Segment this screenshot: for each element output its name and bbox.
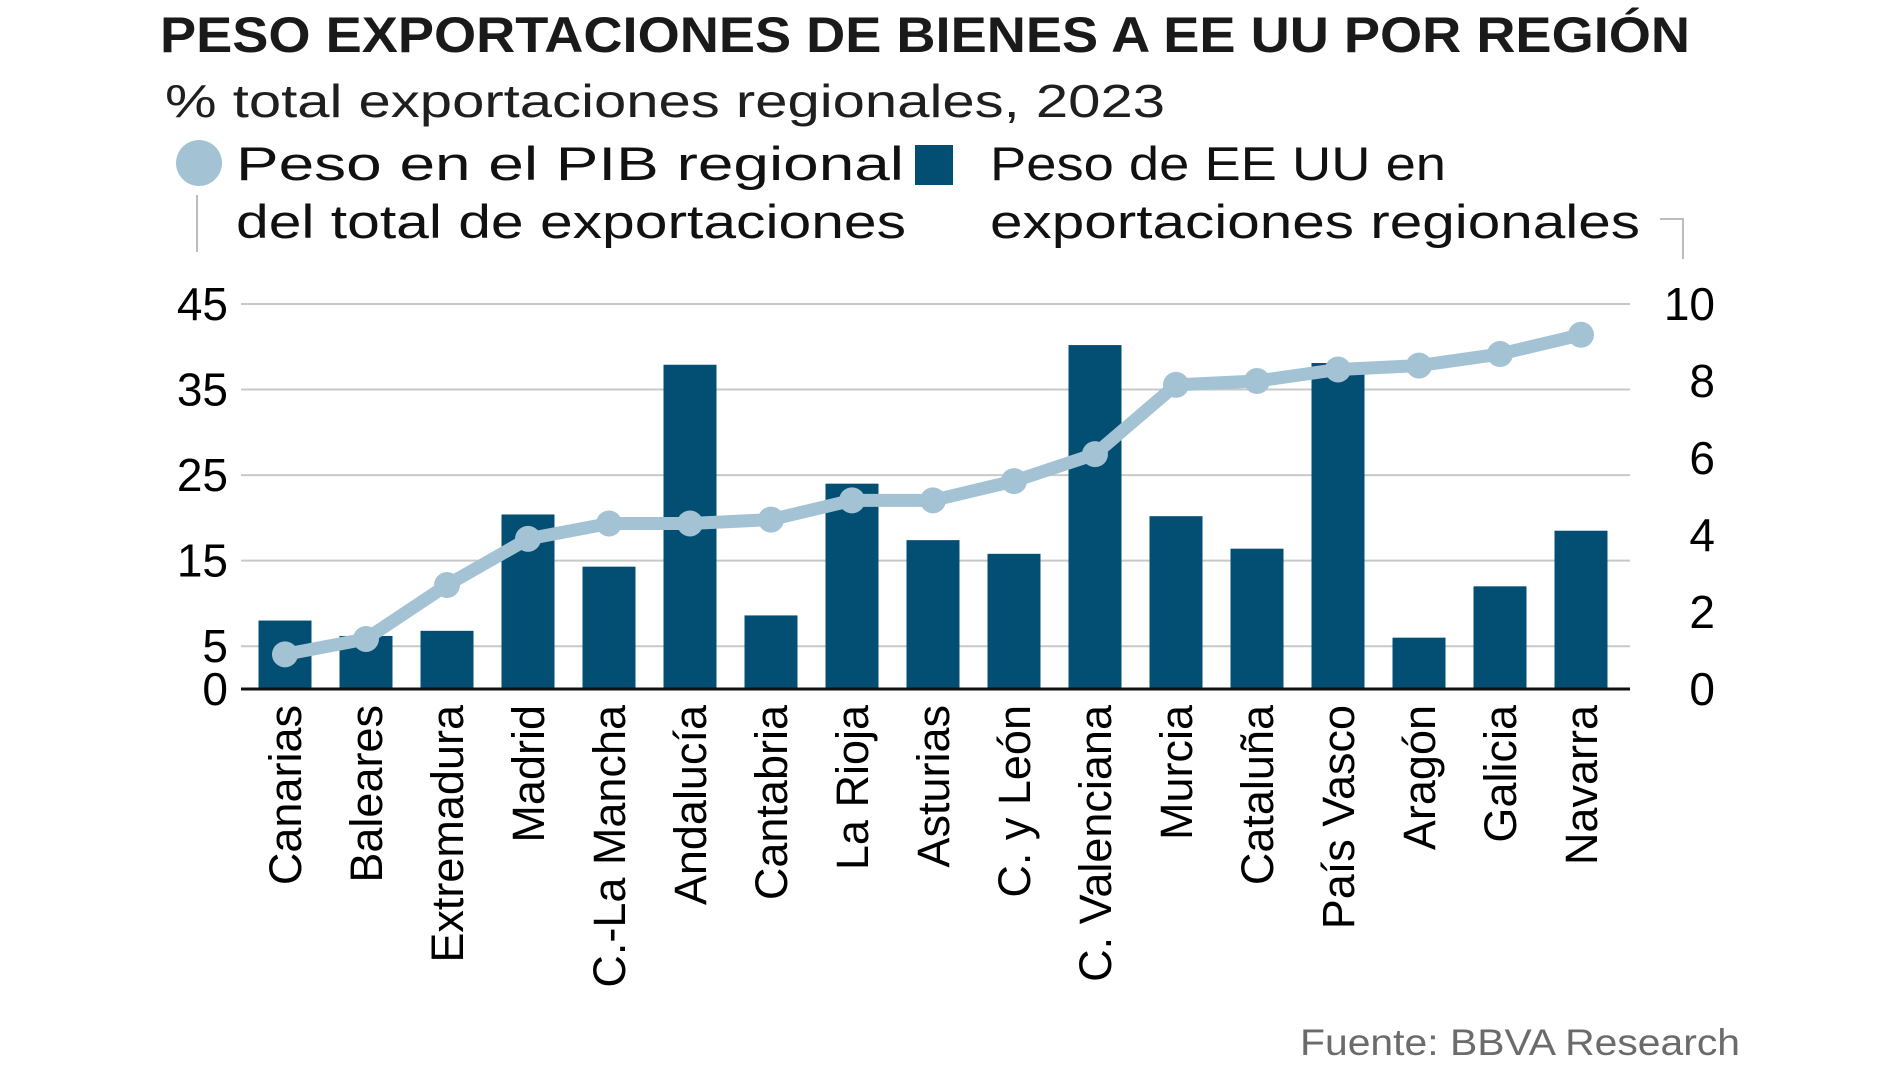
bar xyxy=(825,483,879,689)
left-axis-tick-label: 25 xyxy=(177,449,228,501)
bar xyxy=(1230,548,1284,689)
line-point xyxy=(434,572,460,599)
bar xyxy=(582,566,636,689)
category-label: Extremadura xyxy=(422,704,473,963)
left-axis-tick-label: 35 xyxy=(177,364,228,416)
bar xyxy=(1068,345,1122,689)
category-label: Canarias xyxy=(260,705,311,885)
left-axis-ticks: 05 15 25 35 45 xyxy=(177,278,228,715)
chart-subtitle: % total exportaciones regionales, 2023 xyxy=(165,75,1165,127)
bar xyxy=(1554,530,1608,689)
left-axis-tick-label: 0 xyxy=(202,663,228,715)
line-series xyxy=(272,321,1594,668)
line-point xyxy=(1487,341,1513,368)
line-point xyxy=(353,625,379,652)
bar-series xyxy=(258,345,1608,689)
line-point xyxy=(1001,468,1027,495)
bar xyxy=(420,630,474,689)
legend-circle-icon xyxy=(176,140,222,186)
category-label: C. Valenciana xyxy=(1070,704,1121,982)
line-point xyxy=(596,510,622,537)
legend-label-line-1: Peso en el PIB regional xyxy=(236,137,904,190)
line-point xyxy=(920,487,946,514)
legend-label-line-2: del total de exportaciones xyxy=(236,195,906,248)
right-axis-ticks: 0 2 4 6 8 10 xyxy=(1664,278,1715,715)
legend-item-line: Peso en el PIB regional del total de exp… xyxy=(176,137,906,252)
category-label: Galicia xyxy=(1475,704,1526,843)
category-label: Andalucía xyxy=(665,704,716,905)
line-point xyxy=(1244,368,1270,394)
category-label: Baleares xyxy=(341,705,392,883)
line-point xyxy=(758,506,784,533)
right-axis-tick-label: 2 xyxy=(1689,586,1715,638)
left-axis-tick-label: 5 xyxy=(202,620,228,672)
line-point xyxy=(1325,356,1351,383)
legend-leader-line-right xyxy=(1660,218,1684,259)
bar xyxy=(906,540,960,689)
line-point xyxy=(1406,352,1432,379)
x-axis-labels: Canarias Baleares Extremadura Madrid C.-La M… xyxy=(260,704,1607,988)
category-label: País Vasco xyxy=(1313,705,1364,929)
legend-square-icon xyxy=(915,145,953,185)
right-axis-tick-label: 10 xyxy=(1664,278,1715,330)
category-label: C. y León xyxy=(989,705,1040,898)
legend-label-bar-1: Peso de EE UU en xyxy=(990,137,1446,190)
right-axis-tick-label: 4 xyxy=(1689,509,1715,561)
right-axis-tick-label: 0 xyxy=(1689,663,1715,715)
category-label: Navarra xyxy=(1556,704,1607,865)
bar xyxy=(987,553,1041,689)
right-axis-tick-label: 6 xyxy=(1689,432,1715,484)
left-axis-tick-label: 45 xyxy=(177,278,228,330)
line-point xyxy=(1082,441,1108,468)
bar xyxy=(1473,586,1527,689)
line-point xyxy=(515,525,541,552)
category-label: C.-La Mancha xyxy=(584,704,635,988)
legend-label-bar-2: exportaciones regionales xyxy=(990,195,1640,248)
source-note: Fuente: BBVA Research xyxy=(1300,1022,1740,1063)
category-label: Cantabria xyxy=(746,704,797,900)
category-label: Madrid xyxy=(503,705,554,843)
legend-item-bar: Peso de EE UU en exportaciones regionale… xyxy=(915,137,1684,259)
bar xyxy=(1149,516,1203,689)
category-label: Murcia xyxy=(1151,704,1202,840)
line-point xyxy=(677,510,703,537)
category-label: Cataluña xyxy=(1232,704,1283,885)
chart-title: PESO EXPORTACIONES DE BIENES A EE UU POR… xyxy=(160,7,1690,63)
line-point xyxy=(272,641,298,668)
right-axis-tick-label: 8 xyxy=(1689,355,1715,407)
left-axis-tick-label: 15 xyxy=(177,535,228,587)
bar xyxy=(1392,637,1446,689)
legend: Peso en el PIB regional del total de exp… xyxy=(176,137,1684,259)
line-point xyxy=(839,487,865,514)
line-point xyxy=(1568,321,1594,348)
category-label: Aragón xyxy=(1394,705,1445,850)
category-label: Asturias xyxy=(908,705,959,868)
line-point xyxy=(1163,371,1189,398)
category-label: La Rioja xyxy=(827,704,878,870)
bar xyxy=(1311,363,1365,689)
bar xyxy=(744,615,798,689)
